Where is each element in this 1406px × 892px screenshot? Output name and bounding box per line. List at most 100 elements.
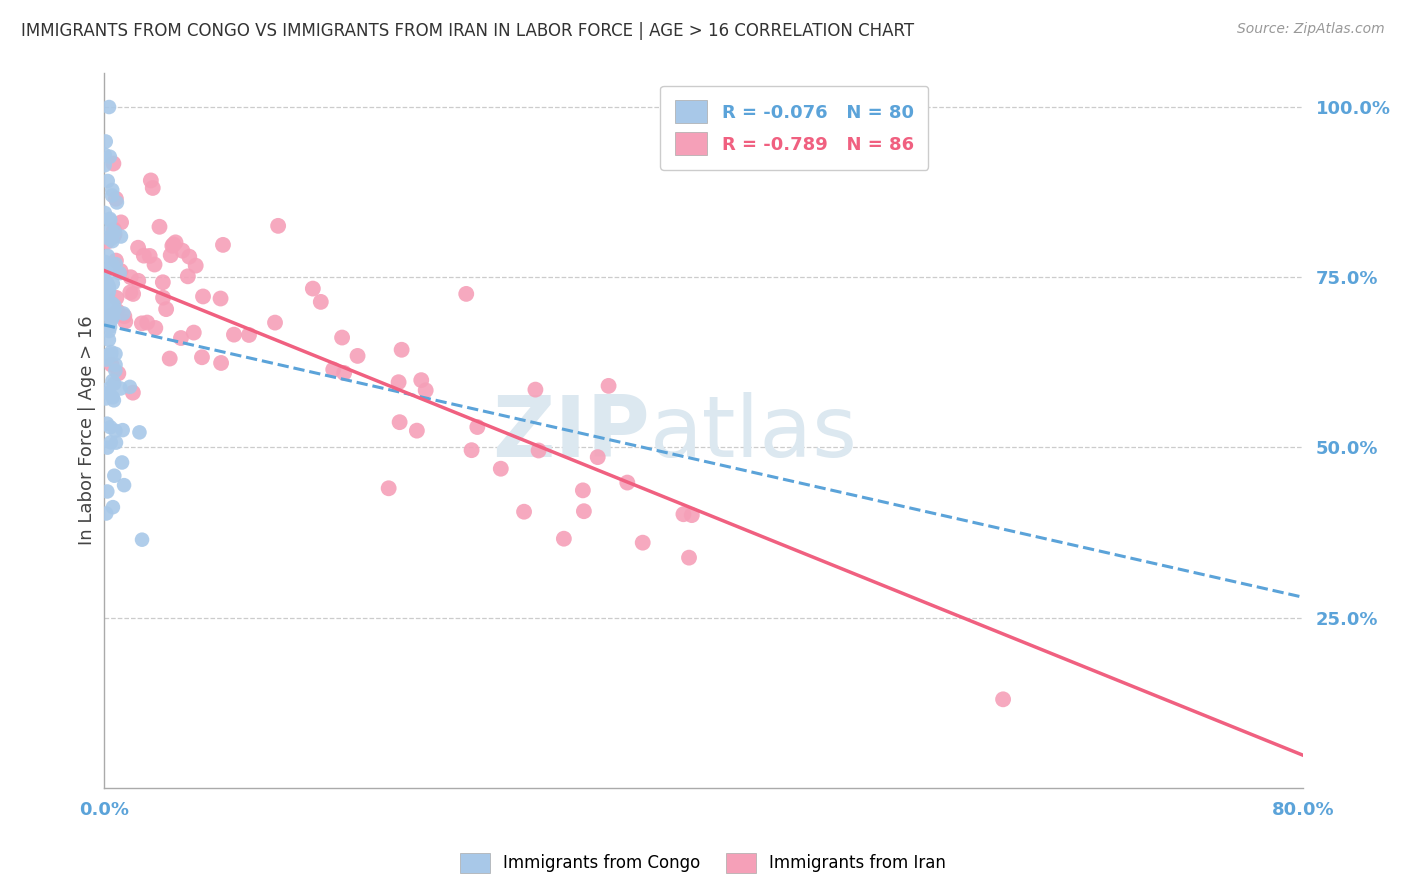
Point <box>94 304 117 318</box>
Point <box>97 382 120 396</box>
Point <box>672 507 695 521</box>
Point <box>572 483 595 498</box>
Point <box>103 156 125 170</box>
Point <box>105 304 128 318</box>
Point <box>122 385 145 400</box>
Point <box>93 277 115 292</box>
Point <box>98 324 121 338</box>
Point <box>108 266 131 280</box>
Point <box>333 366 356 380</box>
Point <box>96 231 118 245</box>
Point <box>96 417 118 431</box>
Point <box>177 269 200 284</box>
Point <box>110 215 132 229</box>
Point <box>388 415 411 429</box>
Point <box>94 307 117 321</box>
Point <box>112 478 135 492</box>
Point <box>112 310 135 324</box>
Point <box>97 287 120 301</box>
Point <box>238 328 260 343</box>
Point <box>553 532 575 546</box>
Point <box>97 333 120 347</box>
Point <box>330 330 353 344</box>
Point <box>97 386 120 401</box>
Point <box>100 348 122 362</box>
Point <box>103 298 125 312</box>
Point <box>222 327 245 342</box>
Point <box>103 222 125 236</box>
Point <box>191 351 214 365</box>
Point <box>97 249 120 263</box>
Point <box>179 250 201 264</box>
Point <box>527 443 550 458</box>
Point <box>148 219 170 234</box>
Point <box>162 239 184 253</box>
Point <box>101 234 124 248</box>
Point <box>142 181 165 195</box>
Point <box>132 249 155 263</box>
Point <box>143 258 166 272</box>
Point <box>104 435 127 450</box>
Point <box>94 274 117 288</box>
Point <box>104 424 127 438</box>
Point <box>104 192 127 206</box>
Point <box>101 258 124 272</box>
Y-axis label: In Labor Force | Age > 16: In Labor Force | Age > 16 <box>79 316 96 545</box>
Point <box>98 319 121 334</box>
Point <box>97 284 120 298</box>
Point <box>101 188 124 202</box>
Point <box>136 316 159 330</box>
Point <box>212 238 235 252</box>
Point <box>387 375 409 389</box>
Point <box>101 374 124 388</box>
Point <box>96 507 118 521</box>
Point <box>101 390 124 404</box>
Point <box>209 292 232 306</box>
Point <box>131 533 153 547</box>
Point <box>94 206 117 220</box>
Point <box>100 313 122 327</box>
Point <box>131 316 153 330</box>
Point <box>100 435 122 450</box>
Point <box>94 135 117 149</box>
Point <box>94 296 117 310</box>
Point <box>152 275 174 289</box>
Point <box>93 158 115 172</box>
Point <box>101 296 124 310</box>
Point <box>616 475 638 490</box>
Point <box>991 692 1014 706</box>
Point <box>152 291 174 305</box>
Point <box>377 481 399 495</box>
Point <box>110 264 132 278</box>
Point <box>162 237 184 252</box>
Text: ZIP: ZIP <box>492 392 650 475</box>
Point <box>107 367 129 381</box>
Point <box>127 241 149 255</box>
Point <box>100 232 122 246</box>
Point <box>302 282 325 296</box>
Point <box>120 270 142 285</box>
Point <box>96 349 118 363</box>
Point <box>100 358 122 372</box>
Point <box>411 373 433 387</box>
Point <box>103 393 125 408</box>
Point <box>138 249 160 263</box>
Point <box>103 468 125 483</box>
Point <box>155 302 177 317</box>
Point <box>101 308 124 322</box>
Point <box>101 310 124 324</box>
Point <box>415 384 437 398</box>
Point <box>96 235 118 249</box>
Point <box>405 424 427 438</box>
Point <box>681 508 703 522</box>
Point <box>159 351 181 366</box>
Point <box>101 277 124 291</box>
Point <box>93 147 115 161</box>
Point <box>94 255 117 269</box>
Point <box>103 228 125 243</box>
Point <box>104 225 127 239</box>
Point <box>101 500 124 515</box>
Text: Source: ZipAtlas.com: Source: ZipAtlas.com <box>1237 22 1385 37</box>
Text: atlas: atlas <box>650 392 858 475</box>
Point <box>98 150 121 164</box>
